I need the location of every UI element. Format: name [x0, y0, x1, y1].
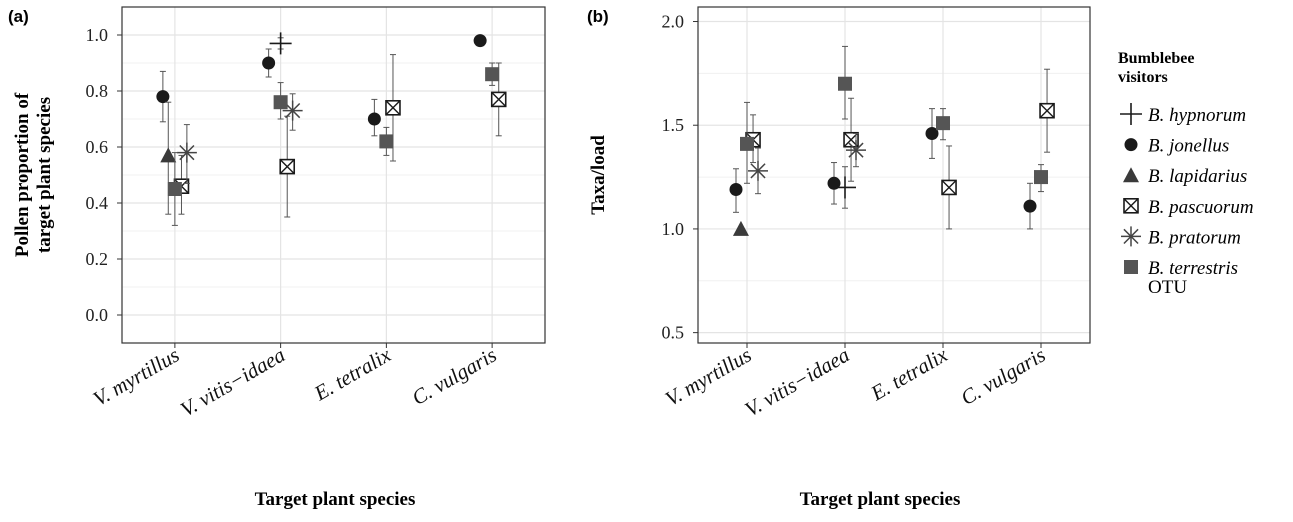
legend-extra-label: OTU — [1148, 277, 1187, 298]
data-point-b-jonellus — [729, 183, 743, 197]
series-b-jonellus — [729, 108, 1037, 230]
x-tick-label-v-vitis-idaea: V. vitis−idaea — [741, 343, 854, 422]
legend-square-icon — [1124, 260, 1138, 274]
y-tick-label: 1.5 — [662, 115, 685, 135]
data-point-b-jonellus — [262, 56, 276, 70]
panel-b-xlabel: Target plant species — [800, 489, 961, 510]
y-tick-label: 0.2 — [86, 249, 109, 269]
data-point-b-jonellus — [1023, 199, 1037, 213]
panel-a-xlabel: Target plant species — [255, 489, 416, 510]
panel-b-plot-frame — [697, 6, 1091, 344]
panel-b-plot-background — [698, 7, 1090, 343]
y-tick-label: 2.0 — [662, 12, 685, 32]
legend-item-label: B. lapidarius — [1148, 166, 1247, 187]
panel-b: (b) Taxa/load Target plant species 0.5 1.… — [587, 6, 1091, 510]
data-point-b-pratorum — [282, 100, 303, 121]
series-b-hypnorum — [269, 32, 292, 55]
data-point-b-pascuorum — [490, 91, 507, 108]
data-point-b-jonellus — [925, 127, 939, 141]
legend-plus-icon — [1120, 103, 1142, 125]
x-tick-label-c-vulgaris: C. vulgaris — [408, 343, 501, 410]
y-tick-label: 0.6 — [86, 137, 109, 157]
data-point-b-pascuorum — [843, 131, 859, 148]
panel-b-label: (b) — [587, 7, 609, 26]
data-point-b-jonellus — [156, 90, 170, 104]
data-point-b-pascuorum — [279, 158, 296, 175]
legend-title-line1: Bumblebee — [1118, 50, 1194, 67]
legend-item-b-lapidarius: B. lapidarius — [1123, 166, 1247, 187]
data-point-b-terrestris — [273, 95, 288, 110]
data-point-b-pratorum — [748, 160, 768, 181]
data-point-b-terrestris — [167, 182, 182, 196]
y-tick-label: 0.8 — [86, 81, 109, 101]
legend-star-icon — [1121, 226, 1141, 247]
data-point-b-jonellus — [473, 34, 487, 48]
series-b-pratorum — [176, 93, 303, 184]
legend-triangle-icon — [1123, 167, 1139, 183]
legend-item-label: B. pascuorum — [1148, 197, 1254, 218]
legend-item-b-pratorum: B. pratorum — [1121, 226, 1241, 248]
panel-b-ylabel: Taxa/load — [588, 135, 609, 215]
series-b-terrestris — [740, 45, 1048, 193]
legend-item-b-pascuorum: B. pascuorum — [1123, 197, 1254, 218]
legend-item-label: B. hypnorum — [1148, 105, 1246, 126]
panel-a-label: (a) — [8, 7, 29, 26]
series-b-pratorum — [748, 133, 866, 195]
y-tick-label: 1.0 — [662, 219, 685, 239]
panel-a-plot-frame — [121, 6, 546, 344]
data-point-b-terrestris — [1034, 170, 1048, 185]
panel-a-plot-area — [121, 6, 546, 344]
panel-b-plot-area — [697, 6, 1091, 344]
y-tick-label: 1.0 — [86, 25, 109, 45]
series-b-jonellus — [156, 34, 487, 137]
data-point-b-jonellus — [827, 176, 841, 190]
x-tick-label-v-myrtillus: V. myrtillus — [89, 343, 184, 411]
data-point-b-lapidarius — [160, 147, 177, 163]
data-point-b-terrestris — [936, 116, 950, 131]
y-tick-label: 0.4 — [86, 193, 109, 213]
legend-item-label: B. jonellus — [1148, 136, 1229, 157]
series-b-terrestris — [167, 62, 500, 226]
legend: Bumblebee visitors B. hypnorum B. jonellu… — [1118, 50, 1254, 298]
legend-circle-icon — [1124, 138, 1138, 152]
legend-title-line2: visitors — [1118, 69, 1168, 86]
y-tick-label: 0.5 — [662, 323, 685, 343]
legend-item-b-jonellus: B. jonellus — [1124, 136, 1229, 157]
data-point-b-pascuorum — [941, 179, 957, 196]
legend-item-label: B. terrestris — [1148, 258, 1238, 279]
x-tick-label-c-vulgaris: C. vulgaris — [957, 343, 1050, 410]
series-b-pascuorum — [173, 54, 507, 218]
data-point-b-terrestris — [740, 136, 754, 151]
data-point-b-hypnorum — [269, 32, 292, 55]
legend-item-b-hypnorum: B. hypnorum — [1120, 103, 1246, 126]
data-point-b-terrestris — [485, 67, 500, 82]
legend-items: B. hypnorum B. jonellus B. lapidarius B. pa… — [1120, 103, 1254, 279]
series-b-lapidarius — [732, 220, 749, 236]
x-tick-label-v-vitis-idaea: V. vitis−idaea — [176, 343, 289, 422]
x-tick-label-e-tetralix: E. tetralix — [866, 342, 952, 406]
legend-boxx-icon — [1123, 198, 1139, 214]
data-point-b-terrestris — [379, 134, 394, 149]
legend-item-label: B. pratorum — [1148, 227, 1241, 248]
data-point-b-pratorum — [176, 142, 197, 163]
y-tick-label: 0.0 — [86, 305, 109, 325]
data-point-b-terrestris — [838, 76, 852, 91]
panel-a-ylabel-line2: target plant species — [34, 97, 55, 253]
data-point-b-jonellus — [367, 112, 381, 126]
data-point-b-pascuorum — [385, 100, 401, 116]
panel-a: (a) Pollen proportion of target plant sp… — [8, 6, 546, 510]
panel-a-ylabel-line1: Pollen proportion of — [12, 92, 33, 257]
data-point-b-pratorum — [846, 140, 866, 161]
data-point-b-pascuorum — [1039, 102, 1055, 119]
x-tick-label-e-tetralix: E. tetralix — [309, 342, 395, 406]
data-point-b-lapidarius — [732, 220, 749, 236]
legend-item-b-terrestris: B. terrestris — [1124, 258, 1238, 279]
